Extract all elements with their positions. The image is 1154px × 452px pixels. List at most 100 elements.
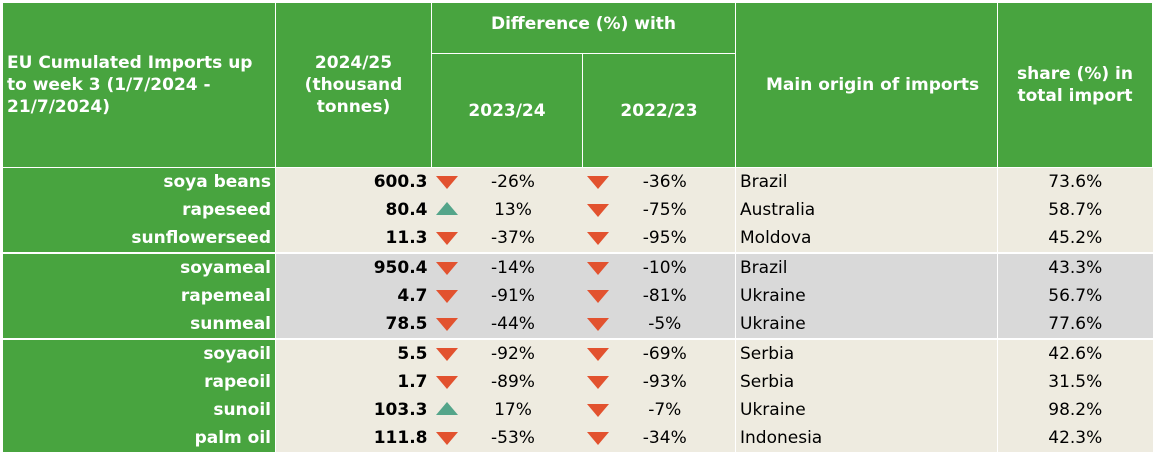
origin-country: Serbia [736, 368, 998, 396]
product-name: soyameal [3, 253, 276, 282]
share-value: 73.6% [998, 168, 1153, 197]
share-value: 43.3% [998, 253, 1153, 282]
volume-header: 2024/25 (thousand tonnes) [276, 3, 432, 168]
diff-2022-23-cell: -81% [583, 282, 736, 310]
diff-2022-23-cell: -75% [583, 196, 736, 224]
product-name: rapemeal [3, 282, 276, 310]
import-volume: 11.3 [276, 224, 432, 253]
import-volume: 5.5 [276, 339, 432, 368]
diff-2022-23-cell: -7% [583, 396, 736, 424]
arrow-down-icon [587, 432, 609, 445]
imports-table-container: EU Cumulated Imports up to week 3 (1/7/2… [2, 2, 1152, 441]
import-volume: 78.5 [276, 310, 432, 339]
diff-2022-23-value: -69% [631, 340, 687, 368]
arrow-down-icon [587, 232, 609, 245]
diff-2023-24-value: -37% [479, 224, 535, 252]
origin-country: Serbia [736, 339, 998, 368]
table-header: EU Cumulated Imports up to week 3 (1/7/2… [3, 3, 1153, 168]
diff-2023-24-cell: -89% [432, 368, 583, 396]
arrow-down-icon [436, 262, 458, 275]
diff-2023-24-cell: 13% [432, 196, 583, 224]
import-volume: 111.8 [276, 424, 432, 452]
diff-2022-23-cell: -36% [583, 168, 736, 197]
diff-2022-23-cell: -5% [583, 310, 736, 339]
diff-2022-23-value: -93% [631, 368, 687, 396]
share-header: share (%) in total import [998, 3, 1153, 168]
diff-2022-23-value: -75% [631, 196, 687, 224]
diff-2023-24-cell: -91% [432, 282, 583, 310]
share-value: 98.2% [998, 396, 1153, 424]
diff-2023-24-value: -53% [479, 424, 535, 452]
arrow-down-icon [587, 318, 609, 331]
diff-2023-24-value: -89% [479, 368, 535, 396]
arrow-down-icon [436, 318, 458, 331]
diff-2022-23-cell: -95% [583, 224, 736, 253]
arrow-down-icon [436, 376, 458, 389]
origin-country: Indonesia [736, 424, 998, 452]
arrow-down-icon [587, 376, 609, 389]
diff-col-2-header: 2022/23 [583, 54, 736, 168]
diff-2023-24-value: -92% [479, 340, 535, 368]
import-volume: 80.4 [276, 196, 432, 224]
product-name: soyaoil [3, 339, 276, 368]
share-value: 42.3% [998, 424, 1153, 452]
import-volume: 950.4 [276, 253, 432, 282]
share-value: 58.7% [998, 196, 1153, 224]
arrow-up-icon [436, 402, 458, 415]
product-name: soya beans [3, 168, 276, 197]
origin-country: Brazil [736, 168, 998, 197]
diff-2023-24-value: 17% [482, 396, 532, 424]
arrow-down-icon [436, 290, 458, 303]
share-value: 42.6% [998, 339, 1153, 368]
diff-2023-24-cell: -44% [432, 310, 583, 339]
arrow-down-icon [436, 176, 458, 189]
share-value: 56.7% [998, 282, 1153, 310]
diff-2022-23-value: -5% [636, 310, 681, 338]
origin-country: Brazil [736, 253, 998, 282]
diff-2023-24-cell: -14% [432, 253, 583, 282]
origin-country: Ukraine [736, 396, 998, 424]
difference-header: Difference (%) with [432, 3, 736, 54]
diff-2023-24-cell: -92% [432, 339, 583, 368]
diff-2022-23-cell: -10% [583, 253, 736, 282]
diff-2023-24-value: -14% [479, 254, 535, 282]
arrow-up-icon [436, 202, 458, 215]
origin-header: Main origin of imports [736, 3, 998, 168]
product-name: sunoil [3, 396, 276, 424]
import-volume: 4.7 [276, 282, 432, 310]
arrow-down-icon [587, 404, 609, 417]
arrow-down-icon [436, 348, 458, 361]
arrow-down-icon [436, 232, 458, 245]
product-name: rapeseed [3, 196, 276, 224]
diff-2023-24-cell: 17% [432, 396, 583, 424]
diff-2022-23-value: -95% [631, 224, 687, 252]
product-name: palm oil [3, 424, 276, 452]
diff-2022-23-cell: -93% [583, 368, 736, 396]
diff-2022-23-value: -34% [631, 424, 687, 452]
arrow-down-icon [436, 432, 458, 445]
table-title: EU Cumulated Imports up to week 3 (1/7/2… [3, 3, 276, 168]
arrow-down-icon [587, 262, 609, 275]
share-value: 31.5% [998, 368, 1153, 396]
origin-country: Ukraine [736, 282, 998, 310]
arrow-down-icon [587, 290, 609, 303]
diff-2022-23-cell: -34% [583, 424, 736, 452]
share-value: 77.6% [998, 310, 1153, 339]
diff-2023-24-value: 13% [482, 196, 532, 224]
diff-2023-24-cell: -26% [432, 168, 583, 197]
diff-2022-23-value: -81% [631, 282, 687, 310]
arrow-down-icon [587, 348, 609, 361]
diff-2023-24-value: -91% [479, 282, 535, 310]
diff-2022-23-cell: -69% [583, 339, 736, 368]
import-volume: 600.3 [276, 168, 432, 197]
product-name: rapeoil [3, 368, 276, 396]
